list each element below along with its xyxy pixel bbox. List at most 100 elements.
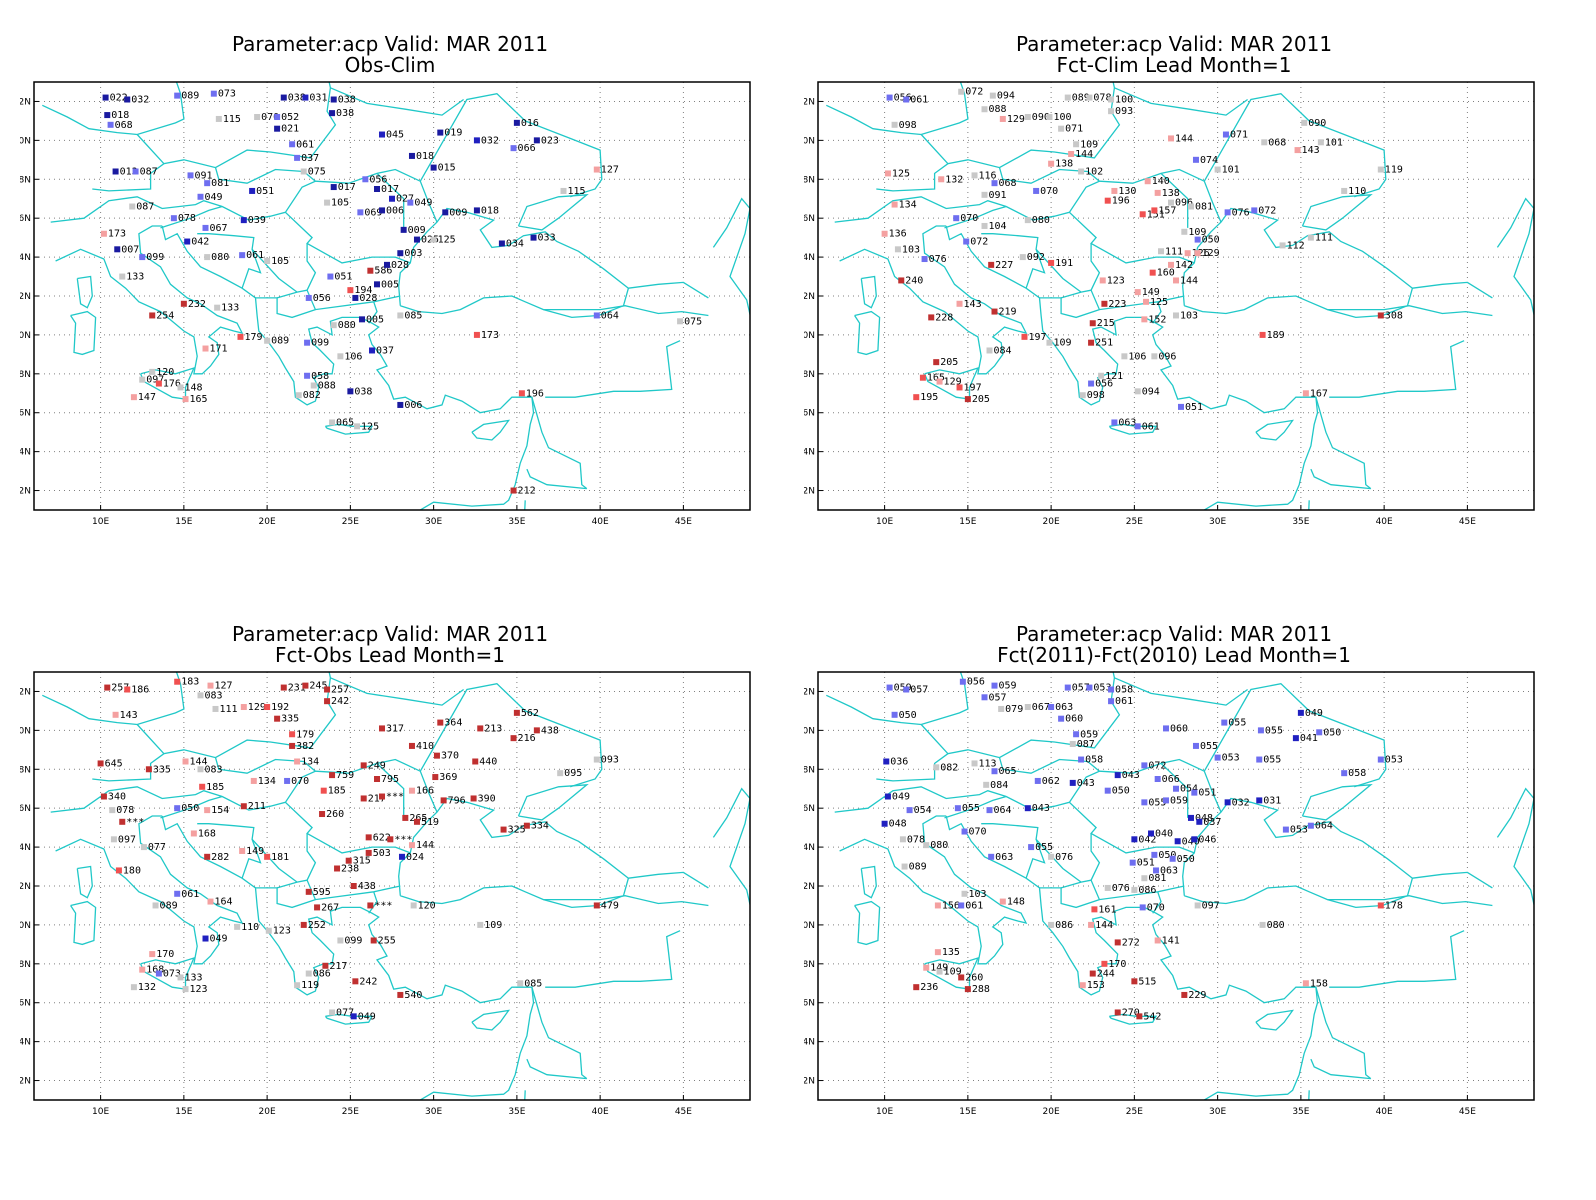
coastline	[981, 233, 1046, 289]
station-value-label: 144	[1175, 133, 1193, 144]
station-marker	[1141, 875, 1148, 882]
station-marker	[152, 902, 159, 909]
x-tick-label: 25E	[1126, 517, 1143, 527]
station-value-label: 185	[328, 786, 346, 797]
x-tick-label: 30E	[1209, 517, 1226, 527]
station-marker	[991, 768, 998, 775]
station-value-label: 138	[1162, 188, 1180, 199]
x-tick-label: 45E	[675, 517, 692, 527]
station-value-label: 063	[995, 852, 1013, 863]
y-tick-label: 38N	[804, 370, 815, 380]
station-marker	[986, 807, 993, 814]
station-marker	[884, 170, 891, 177]
station-value-label: 058	[1115, 685, 1133, 696]
station-marker	[1078, 756, 1085, 763]
station-marker	[677, 318, 684, 325]
station-marker	[971, 172, 978, 179]
station-value-label: 086	[313, 969, 331, 980]
station-value-label: 109	[1188, 227, 1206, 238]
station-marker	[100, 230, 107, 237]
station-marker	[302, 94, 309, 101]
station-value-label: 143	[120, 710, 138, 721]
station-marker	[886, 684, 893, 691]
station-value-label: 059	[1080, 729, 1098, 740]
station-marker	[124, 96, 131, 103]
x-tick-label: 10E	[876, 517, 893, 527]
station-value-label: 063	[1118, 417, 1136, 428]
station-value-label: 135	[942, 947, 960, 958]
station-marker	[430, 164, 437, 171]
station-value-label: 033	[538, 233, 556, 244]
station-marker	[239, 252, 246, 259]
station-marker	[1139, 211, 1146, 218]
y-tick-label: 48N	[804, 175, 815, 185]
coastline	[1301, 784, 1373, 821]
station-marker	[1222, 131, 1229, 138]
station-value-label: 056	[967, 677, 985, 688]
station-marker	[1046, 114, 1053, 121]
station-marker	[891, 121, 898, 128]
station-value-label: 165	[927, 373, 945, 384]
station-value-label: 186	[131, 685, 149, 696]
y-tick-label: 40N	[804, 921, 815, 931]
station-value-label: 048	[1195, 813, 1213, 824]
coastline	[1412, 281, 1493, 299]
station-value-label: 216	[518, 733, 536, 744]
station-value-label: 061	[910, 95, 928, 106]
station-value-label: 072	[965, 87, 983, 98]
station-marker	[999, 898, 1006, 905]
station-marker	[881, 230, 888, 237]
station-value-label: 645	[105, 758, 123, 769]
coastline	[1114, 87, 1248, 116]
station-value-label: 061	[1142, 421, 1160, 432]
station-marker	[1294, 147, 1301, 154]
station-marker	[384, 261, 391, 268]
station-marker	[130, 394, 137, 401]
station-value-label: 160	[1157, 268, 1175, 279]
coastline	[1301, 194, 1373, 231]
station-marker	[389, 195, 395, 202]
station-marker	[1163, 725, 1170, 732]
station-value-label: 622	[373, 832, 391, 843]
station-marker	[1108, 698, 1115, 705]
station-marker	[197, 692, 204, 699]
station-marker	[991, 682, 998, 689]
station-marker	[177, 384, 184, 391]
station-marker	[379, 207, 386, 214]
station-marker	[304, 339, 311, 346]
station-marker	[305, 970, 312, 977]
station-value-label: 072	[970, 237, 988, 248]
station-value-label: 051	[334, 272, 352, 283]
coastline	[330, 677, 464, 706]
coastline	[517, 784, 589, 821]
station-marker	[998, 705, 1005, 712]
y-tick-label: 32N	[20, 1077, 31, 1087]
station-value-label: 076	[1055, 852, 1073, 863]
station-value-label: 125	[361, 421, 379, 432]
station-value-label: 219	[999, 307, 1017, 318]
station-value-label: 109	[1080, 139, 1098, 150]
station-marker	[180, 300, 187, 307]
station-marker	[347, 388, 354, 395]
station-value-label: 252	[308, 920, 326, 931]
station-value-label: 123	[1107, 275, 1125, 286]
coastline	[876, 753, 949, 782]
station-value-label: 197	[1028, 332, 1046, 343]
station-marker	[294, 982, 301, 989]
station-value-label: 515	[1138, 976, 1156, 987]
coastline	[276, 289, 308, 299]
station-value-label: 078	[1093, 93, 1111, 104]
coastline	[92, 163, 165, 192]
station-marker	[280, 684, 287, 691]
station-marker	[114, 246, 121, 253]
station-marker	[295, 392, 302, 399]
y-tick-label: 38N	[20, 370, 31, 380]
coastline	[284, 801, 411, 854]
station-marker	[1341, 770, 1348, 777]
station-marker	[240, 704, 247, 711]
station-marker	[510, 487, 517, 494]
coastline	[1152, 301, 1162, 324]
station-value-label: 059	[894, 683, 912, 694]
station-value-label: 144	[1075, 149, 1093, 160]
